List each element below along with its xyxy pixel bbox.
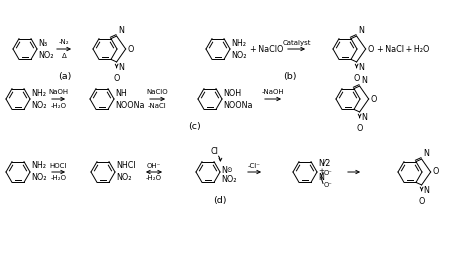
Text: (d): (d) [213,196,227,204]
Text: N: N [221,166,227,175]
Text: O: O [113,74,120,83]
Text: N: N [361,113,367,122]
Text: N: N [358,63,364,72]
Text: O: O [432,167,438,177]
Text: N: N [318,173,324,182]
Text: N: N [118,63,124,72]
Text: O: O [354,74,360,83]
Text: NO₂: NO₂ [31,173,46,183]
Text: O: O [419,197,425,206]
Text: N: N [118,26,124,35]
Text: N: N [423,149,429,158]
Text: + NaClO: + NaClO [250,44,283,54]
Text: -NaOH: -NaOH [262,89,284,96]
Text: O: O [367,44,374,54]
Text: ⊙: ⊙ [226,167,231,173]
Text: -H₂O: -H₂O [51,103,66,108]
Text: O⁻: O⁻ [324,170,333,176]
Text: (c): (c) [189,122,201,132]
Text: NOH: NOH [223,88,241,98]
Text: N₃: N₃ [38,39,47,47]
Text: -Cl⁻: -Cl⁻ [248,163,261,168]
Text: Catalyst: Catalyst [282,40,311,45]
Text: NH: NH [115,88,127,98]
Text: NO₂: NO₂ [38,51,54,59]
Text: -N₂: -N₂ [59,40,69,45]
Text: Cl: Cl [210,147,219,155]
Text: N: N [423,186,429,195]
Text: NO₂: NO₂ [31,101,46,109]
Text: NaClO: NaClO [146,89,168,96]
Text: NaOH: NaOH [48,89,69,96]
Text: NH₂: NH₂ [231,39,246,47]
Text: N: N [361,76,367,85]
Text: NHCl: NHCl [116,162,136,170]
Text: NH₂: NH₂ [31,162,46,170]
Text: OH⁻: OH⁻ [147,163,161,168]
Text: NO₂: NO₂ [116,173,131,183]
Text: +: + [318,168,324,174]
Text: NOONa: NOONa [115,101,145,109]
Text: NOONa: NOONa [223,101,253,109]
Text: (b): (b) [283,71,297,81]
Text: N: N [358,26,364,35]
Text: O⁻: O⁻ [324,182,333,188]
Text: Δ: Δ [62,53,66,58]
Text: -NaCl: -NaCl [148,103,167,108]
Text: HOCl: HOCl [50,163,67,168]
Text: -H₂O: -H₂O [146,176,162,182]
Text: + NaCl + H₂O: + NaCl + H₂O [377,44,429,54]
Text: NH₂: NH₂ [31,88,46,98]
Text: (a): (a) [58,71,72,81]
Text: -H₂O: -H₂O [51,176,66,182]
Text: O: O [370,94,376,103]
Text: O: O [356,124,363,133]
Text: NO₂: NO₂ [231,51,246,59]
Text: N⁄2: N⁄2 [318,159,330,168]
Text: NO₂: NO₂ [221,175,237,184]
Text: O: O [127,44,134,54]
